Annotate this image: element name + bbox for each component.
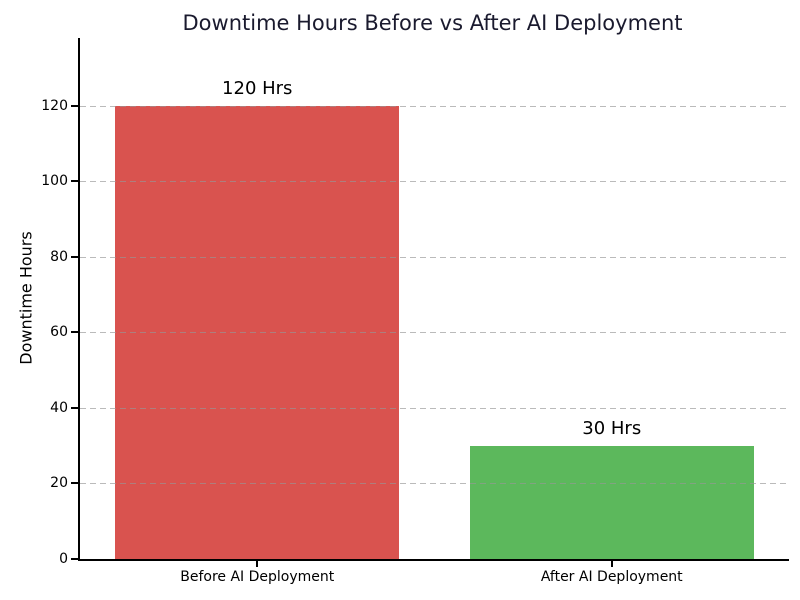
x-tick-label: After AI Deployment: [540, 569, 683, 585]
bar-value-label: 120 Hrs: [222, 77, 293, 99]
x-tick-label: Before AI Deployment: [180, 569, 335, 585]
plot-area: 0 20 40 60 80 100 120 Before AI Deployment Afte…: [41, 38, 789, 585]
chart-title: Downtime Hours Before vs After AI Deploy…: [182, 11, 683, 35]
y-tick-mark: [71, 331, 78, 334]
y-tick-label: 60: [50, 324, 68, 341]
y-tick-label: 40: [50, 399, 68, 416]
y-tick-label: 20: [50, 475, 68, 492]
y-tick-label: 100: [41, 173, 68, 190]
bar-before-ai: [115, 105, 400, 559]
bar-value-label: 30 Hrs: [582, 417, 642, 439]
y-tick-label: 120: [41, 97, 68, 114]
y-tick-mark: [71, 255, 78, 258]
y-tick-label: 80: [50, 248, 68, 265]
y-tick-mark: [71, 406, 78, 409]
x-tick-mark: [256, 559, 259, 567]
bar-after-ai: [469, 445, 754, 559]
y-tick-mark: [71, 180, 78, 183]
y-tick-mark: [71, 558, 78, 560]
y-tick-mark: [71, 104, 78, 107]
y-tick-mark: [71, 482, 78, 485]
x-tick-mark: [610, 559, 613, 567]
y-tick-label: 0: [59, 551, 68, 567]
